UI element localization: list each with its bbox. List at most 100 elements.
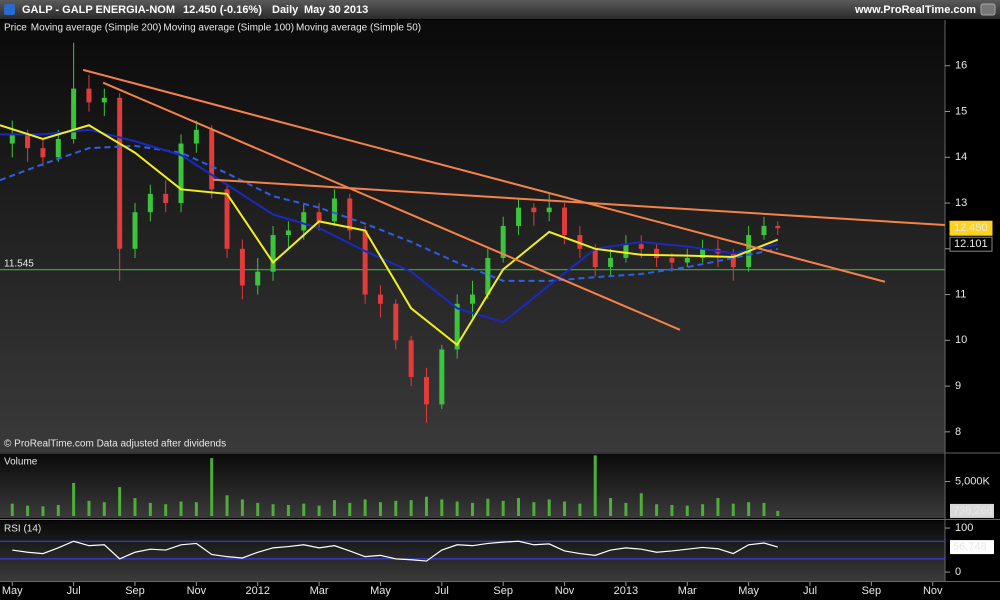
panel-title: RSI (14) (4, 524, 41, 535)
candle-body (516, 207, 522, 226)
volume-bar (286, 504, 290, 516)
y-tick-label: 100 (955, 522, 973, 534)
volume-bar (762, 502, 766, 516)
volume-bar (501, 500, 505, 516)
candle-body (761, 225, 767, 236)
volume-bar (532, 502, 536, 516)
volume-bar (133, 498, 137, 516)
app-icon (4, 4, 15, 15)
volume-bar (747, 502, 751, 516)
volume-bar (440, 499, 444, 516)
value-box-label: 738,266 (953, 505, 993, 517)
candle-body (209, 129, 215, 190)
legend-entry: Moving average (Simple 50) (296, 23, 421, 34)
volume-bar (409, 500, 413, 516)
rsi-panel (0, 521, 945, 581)
x-tick-label: May (370, 585, 391, 597)
volume-bar (240, 499, 244, 516)
candle-body (147, 193, 153, 213)
x-tick-label: Sep (862, 585, 882, 597)
candle-body (331, 198, 337, 222)
x-tick-label: Nov (187, 585, 207, 597)
volume-bar (685, 505, 689, 516)
period: Daily (272, 4, 299, 16)
y-tick-label: 5,000K (955, 475, 991, 487)
value-box (950, 540, 994, 555)
volume-bar (332, 500, 336, 516)
volume-bar (179, 501, 183, 516)
candle-body (608, 257, 614, 268)
y-tick-label: 0 (955, 566, 961, 578)
trendline (102, 81, 681, 331)
candle-body (531, 207, 537, 213)
volume-bar (670, 504, 674, 516)
x-tick-label: Nov (923, 585, 943, 597)
y-tick-label: 14 (955, 151, 967, 163)
x-tick-label: Jul (435, 585, 449, 597)
candle-body (224, 189, 230, 249)
candle-body (393, 303, 399, 341)
volume-bar (609, 498, 613, 516)
candle-body (423, 376, 429, 405)
y-tick-label: 15 (955, 105, 967, 117)
y-tick-label: 10 (955, 334, 967, 346)
candle-body (163, 193, 169, 204)
candle-body (178, 143, 184, 204)
volume-bar (210, 458, 214, 516)
candle-body (362, 230, 368, 295)
site: www.ProRealTime.com (854, 4, 976, 16)
candle-body (55, 138, 61, 158)
y-tick-label: 8 (955, 426, 961, 438)
candle-body (546, 207, 552, 213)
candle-body (347, 198, 353, 231)
candle-body (684, 257, 690, 263)
plot-area (0, 42, 945, 423)
legend-entry: Moving average (Simple 200) (31, 23, 162, 34)
candle-body (700, 248, 706, 258)
x-tick-label: Nov (555, 585, 575, 597)
candle-body (193, 129, 199, 144)
candle-body (285, 230, 291, 236)
volume-bar (486, 498, 490, 516)
candle-body (654, 248, 660, 258)
volume-bar (563, 501, 567, 516)
candle-body (9, 134, 15, 144)
candle-body (470, 294, 475, 304)
volume-bar (593, 455, 597, 516)
panel-title: Volume (4, 457, 38, 468)
candle-body (117, 97, 123, 249)
candle-body (132, 212, 138, 249)
volume-bar (394, 500, 398, 516)
volume-bar (471, 502, 474, 516)
candle-body (40, 148, 46, 158)
volume-bar (302, 503, 306, 516)
volume-bar (26, 505, 30, 516)
candle-body (562, 207, 568, 236)
volume-bar (731, 503, 735, 516)
moving-average (0, 128, 778, 324)
volume-bar (72, 482, 76, 516)
candle-body (71, 88, 77, 139)
volume-bar (363, 499, 367, 516)
volume-bar (455, 501, 459, 516)
value-box-label: 56.748 (953, 541, 987, 553)
volume-bar (118, 487, 122, 516)
volume-bar (348, 502, 352, 516)
x-tick-label: 2012 (245, 585, 269, 597)
note: © ProRealTime.com Data adjusted after di… (4, 439, 226, 450)
value-box (950, 503, 994, 518)
volume-bar (639, 493, 643, 516)
volume-bar (56, 504, 60, 516)
volume-bar (655, 504, 659, 516)
window-button[interactable] (980, 3, 996, 16)
volume-bar (701, 504, 705, 516)
x-tick-label: Sep (493, 585, 513, 597)
volume-bar (424, 496, 428, 516)
x-tick-label: Mar (310, 585, 329, 597)
candle-body (408, 340, 414, 377)
candle-body (454, 303, 460, 350)
volume-bar (10, 503, 14, 516)
price-panel (0, 20, 945, 452)
